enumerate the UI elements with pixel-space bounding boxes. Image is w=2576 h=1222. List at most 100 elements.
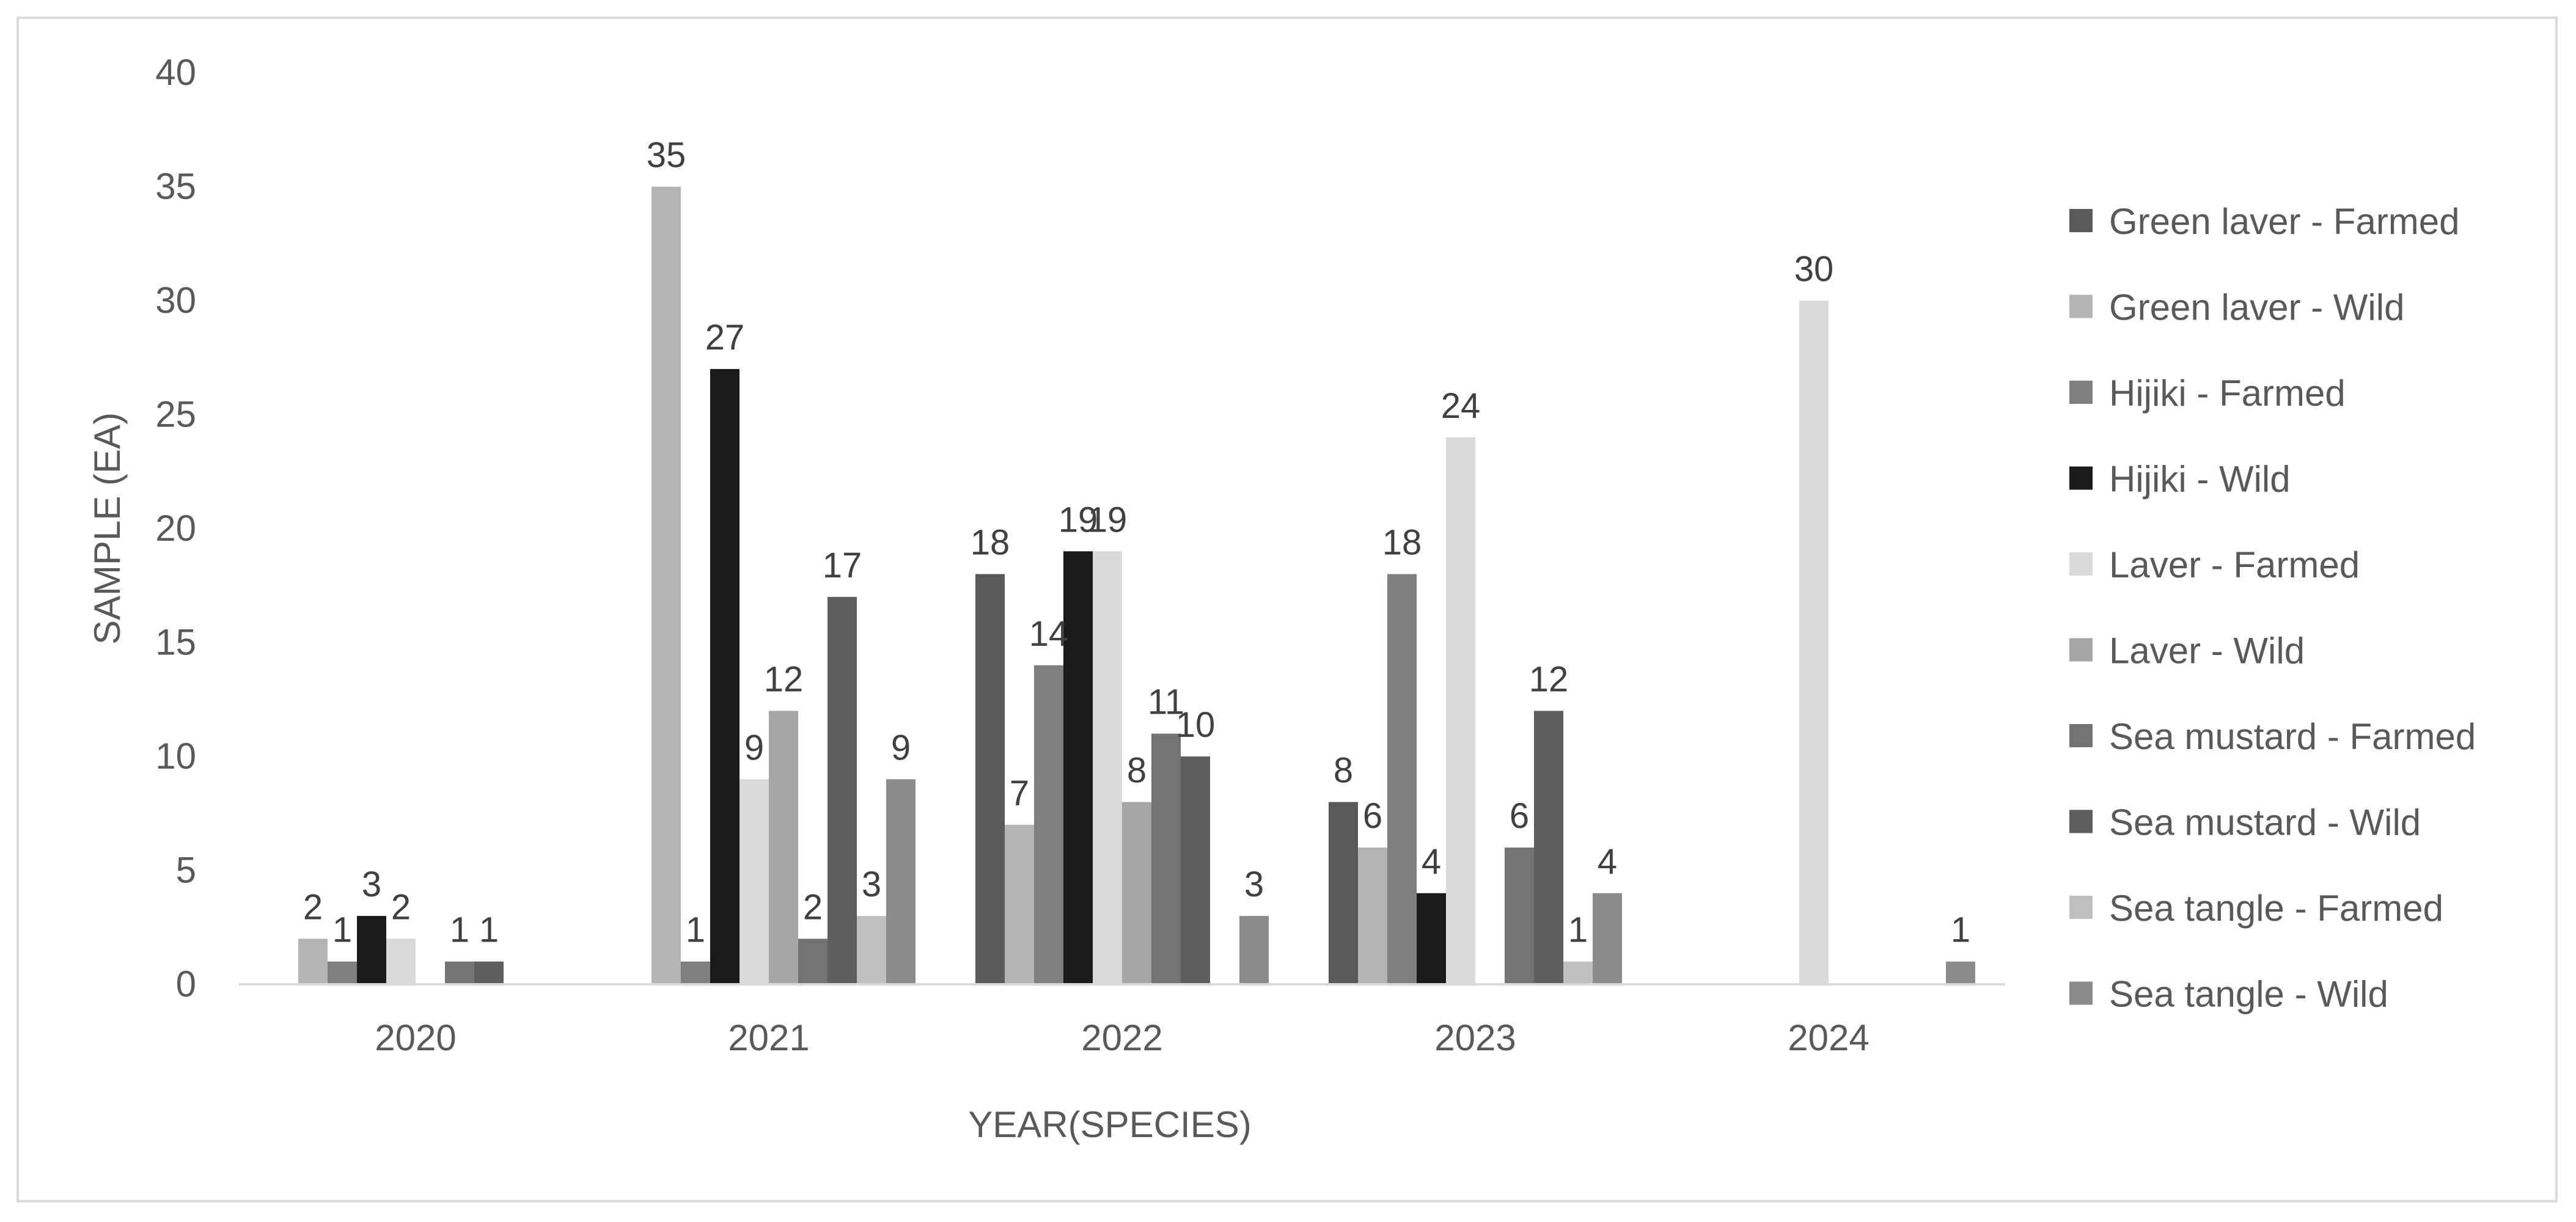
legend-label: Hijiki - Farmed xyxy=(2109,373,2346,414)
bar xyxy=(886,779,916,984)
bar xyxy=(710,368,739,984)
x-tick-label: 2020 xyxy=(375,1017,456,1058)
y-axis-title: SAMPLE (EA) xyxy=(87,412,128,645)
bar xyxy=(445,961,474,984)
bar xyxy=(975,574,1005,984)
legend: Green laver - Farmed Green laver - Wild Hi… xyxy=(2069,201,2476,1015)
bar xyxy=(1946,961,1975,984)
y-tick-label: 0 xyxy=(176,964,196,1004)
bar xyxy=(1446,437,1475,984)
data-label: 1 xyxy=(479,910,499,950)
bar xyxy=(1181,756,1210,984)
bar xyxy=(798,938,827,984)
bar xyxy=(651,186,681,984)
x-tick-label: 2022 xyxy=(1081,1017,1162,1058)
data-label: 30 xyxy=(1794,249,1834,289)
y-tick-label: 10 xyxy=(155,736,196,777)
bar xyxy=(474,961,504,984)
x-tick-label: 2023 xyxy=(1434,1017,1516,1058)
legend-swatch xyxy=(2069,810,2093,833)
bar xyxy=(1534,711,1563,984)
bar xyxy=(1799,301,1829,984)
bar xyxy=(1005,824,1034,984)
legend-label: Green laver - Farmed xyxy=(2109,201,2460,242)
y-tick-label: 15 xyxy=(155,622,196,663)
legend-swatch xyxy=(2069,552,2093,576)
bar xyxy=(1505,847,1534,984)
bar xyxy=(1593,893,1622,984)
legend-swatch xyxy=(2069,295,2093,318)
bar xyxy=(298,938,328,984)
bar xyxy=(1122,802,1151,984)
x-tick-label: 2021 xyxy=(728,1017,809,1058)
bar xyxy=(739,779,769,984)
data-label: 27 xyxy=(705,318,745,357)
data-label: 19 xyxy=(1059,500,1098,540)
legend-label: Sea tangle - Wild xyxy=(2109,974,2388,1015)
legend-label: Laver - Wild xyxy=(2109,631,2305,671)
y-tick-label: 25 xyxy=(155,394,196,435)
bar xyxy=(1358,847,1387,984)
data-label: 12 xyxy=(1529,659,1569,699)
data-label: 9 xyxy=(891,728,911,767)
data-label: 14 xyxy=(1029,614,1069,654)
bar xyxy=(1563,961,1593,984)
legend-swatch xyxy=(2069,466,2093,490)
data-label: 7 xyxy=(1010,774,1029,813)
legend-swatch xyxy=(2069,381,2093,404)
bar xyxy=(1034,665,1063,984)
bar xyxy=(1093,551,1122,984)
data-label: 4 xyxy=(1598,842,1617,882)
data-label: 17 xyxy=(823,546,862,585)
bar xyxy=(827,596,857,984)
x-tick-label: 2024 xyxy=(1788,1017,1869,1058)
data-label: 8 xyxy=(1127,751,1147,791)
bar xyxy=(769,711,798,984)
data-label: 4 xyxy=(1422,842,1441,882)
data-label: 1 xyxy=(1951,910,1970,950)
bars-group xyxy=(298,186,1975,984)
bar xyxy=(1329,802,1358,984)
data-label: 9 xyxy=(744,728,764,767)
data-label: 2 xyxy=(391,887,411,927)
legend-label: Sea tangle - Farmed xyxy=(2109,888,2443,929)
legend-label: Green laver - Wild xyxy=(2109,287,2404,328)
y-tick-label: 35 xyxy=(155,166,196,207)
data-label: 1 xyxy=(332,910,352,950)
data-label: 3 xyxy=(1244,865,1264,904)
y-tick-label: 40 xyxy=(155,52,196,93)
legend-swatch xyxy=(2069,209,2093,232)
legend-swatch xyxy=(2069,638,2093,662)
y-tick-label: 20 xyxy=(155,508,196,549)
data-label: 1 xyxy=(450,910,469,950)
bar xyxy=(328,961,357,984)
data-label: 19 xyxy=(1088,500,1128,540)
data-label: 24 xyxy=(1441,386,1481,426)
legend-swatch xyxy=(2069,896,2093,919)
bar xyxy=(1239,916,1269,984)
bar xyxy=(857,916,886,984)
x-axis-ticks: 2020 2021 2022 2023 2024 xyxy=(375,1017,1869,1058)
bar xyxy=(1417,893,1446,984)
legend-swatch xyxy=(2069,724,2093,747)
data-label: 10 xyxy=(1176,705,1216,745)
bar xyxy=(1063,551,1093,984)
legend-label: Hijiki - Wild xyxy=(2109,459,2291,500)
data-label: 2 xyxy=(303,887,323,927)
data-label: 18 xyxy=(971,523,1010,563)
legend-label: Sea mustard - Wild xyxy=(2109,802,2421,843)
bar xyxy=(386,938,416,984)
data-label: 11 xyxy=(1148,682,1184,722)
y-tick-label: 30 xyxy=(155,280,196,321)
data-label: 6 xyxy=(1363,796,1382,836)
data-label: 18 xyxy=(1382,523,1422,563)
data-label: 3 xyxy=(362,865,381,904)
legend-label: Sea mustard - Farmed xyxy=(2109,716,2476,757)
data-label: 12 xyxy=(764,659,804,699)
data-label: 1 xyxy=(1568,910,1588,950)
data-label: 35 xyxy=(647,136,686,175)
data-label: 3 xyxy=(862,865,881,904)
bar xyxy=(357,916,386,984)
